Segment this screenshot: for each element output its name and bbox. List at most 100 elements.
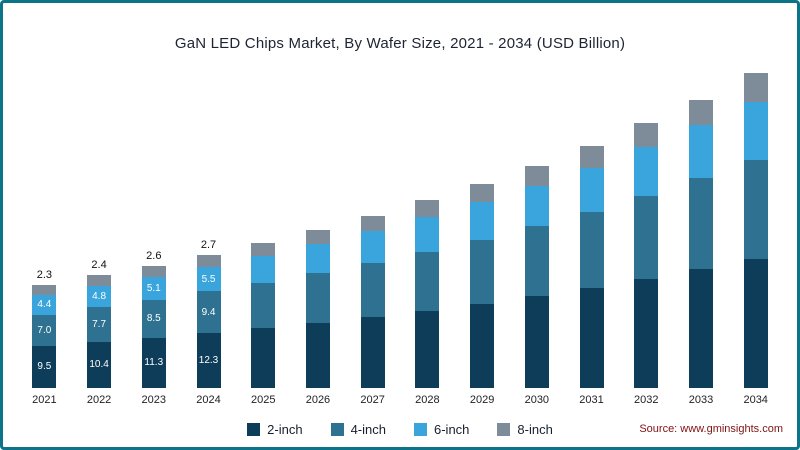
bar-column: 2028	[400, 58, 455, 407]
bar-segment-2-inch	[360, 317, 385, 388]
bar-column: 2033	[674, 58, 729, 407]
x-axis-label: 2034	[743, 394, 768, 406]
bar-segment-4-inch	[251, 283, 276, 329]
bar-segment-4-inch	[305, 273, 330, 324]
bar-segment-4-inch	[470, 239, 495, 304]
x-axis-label: 2022	[86, 394, 112, 406]
stacked-bar	[688, 99, 713, 388]
bar-segment-4-inch	[743, 159, 768, 259]
above-bar-label: 2.6	[146, 249, 162, 262]
bar-column: 2032	[619, 58, 674, 407]
bar-segment-8-inch	[32, 284, 57, 296]
bar-segment-8-inch	[415, 200, 440, 218]
bar-column: 2.3 4.4 7.0 9.5 2021	[17, 58, 72, 407]
bar-segment-2-inch: 11.3	[141, 337, 166, 388]
bar-segment-8-inch	[87, 275, 112, 287]
legend-swatch-6-inch	[414, 423, 427, 436]
bar-segment-6-inch	[743, 101, 768, 160]
bar-column: 2.6 5.1 8.5 11.3 2023	[126, 58, 181, 407]
bar-segment-6-inch: 4.8	[87, 286, 112, 308]
bar-segment-6-inch	[415, 217, 440, 252]
bar-column: 2030	[509, 58, 564, 407]
bar-segment-2-inch	[305, 323, 330, 388]
bar-segment-4-inch: 8.5	[141, 299, 166, 338]
bar-segment-8-inch	[251, 243, 276, 257]
bar-segment-4-inch: 7.0	[32, 314, 57, 346]
bar-segment-6-inch	[470, 202, 495, 240]
bar-segment-2-inch	[634, 278, 659, 388]
bar-segment-2-inch	[579, 288, 604, 388]
stacked-bar	[743, 73, 768, 388]
bar-segment-4-inch: 9.4	[196, 291, 221, 334]
stacked-bar	[251, 243, 276, 388]
bar-segment-8-inch	[470, 183, 495, 203]
stacked-bar	[524, 165, 549, 388]
bar-segment-6-inch	[360, 231, 385, 263]
bar-segment-6-inch	[579, 167, 604, 213]
x-axis-label: 2021	[32, 394, 57, 406]
bar-segment-6-inch	[688, 125, 713, 179]
above-bar-label: 2.7	[200, 238, 217, 251]
x-axis-label: 2030	[524, 394, 550, 406]
bar-column: 2027	[345, 58, 400, 407]
bar-column: 2029	[455, 58, 510, 407]
legend-label: 8-inch	[517, 422, 553, 437]
bar-segment-6-inch	[251, 256, 276, 283]
bar-segment-6-inch: 5.5	[196, 266, 221, 292]
bar-segment-8-inch	[579, 145, 604, 168]
bar-segment-2-inch	[688, 269, 713, 388]
bar-column: 2.7 5.5 9.4 12.3 2024	[181, 58, 236, 407]
legend-swatch-2-inch	[247, 423, 261, 436]
bar-column: 2031	[564, 58, 619, 407]
legend-label: 4-inch	[350, 422, 386, 437]
bar-segment-2-inch	[415, 311, 440, 388]
x-axis-label: 2025	[250, 394, 276, 406]
bar-segment-4-inch	[688, 178, 713, 270]
stacked-bar	[415, 200, 440, 388]
stacked-bar	[470, 183, 495, 388]
bar-segment-8-inch	[305, 230, 330, 245]
above-bar-label: 2.4	[91, 259, 107, 272]
legend: 2-inch 4-inch 6-inch 8-inch	[3, 422, 797, 437]
stacked-bar	[579, 145, 604, 388]
source-text: Source: www.gminsights.com	[639, 423, 783, 435]
bar-segment-8-inch	[524, 165, 549, 186]
bar-column: 2025	[236, 58, 291, 407]
x-axis-label: 2023	[141, 394, 167, 406]
x-axis-label: 2031	[579, 394, 604, 406]
x-axis-label: 2033	[688, 394, 714, 406]
bar-segment-4-inch	[634, 195, 659, 279]
legend-item-6-inch: 6-inch	[414, 422, 469, 437]
bar-column: 2026	[291, 58, 346, 407]
legend-swatch-8-inch	[497, 423, 511, 436]
bar-segment-4-inch	[360, 262, 385, 318]
stacked-bar: 4.8 7.7 10.4	[87, 275, 112, 388]
bar-segment-4-inch	[415, 251, 440, 312]
bar-segment-8-inch	[360, 215, 385, 232]
bar-segment-6-inch	[524, 185, 549, 227]
bar-segment-2-inch: 9.5	[32, 345, 57, 388]
x-axis-label: 2027	[360, 394, 385, 406]
legend-swatch-4-inch	[330, 423, 344, 436]
stacked-bar	[360, 215, 385, 388]
bar-segment-6-inch	[305, 244, 330, 274]
x-axis-label: 2024	[196, 394, 221, 406]
bar-segment-4-inch: 7.7	[87, 307, 112, 342]
x-axis-label: 2028	[415, 394, 440, 406]
bar-segment-6-inch: 4.4	[32, 295, 57, 315]
bar-segment-2-inch	[251, 328, 276, 388]
stacked-bar: 4.4 7.0 9.5	[32, 284, 57, 388]
legend-item-8-inch: 8-inch	[497, 422, 553, 437]
legend-label: 2-inch	[267, 422, 303, 437]
stacked-bar: 5.1 8.5 11.3	[141, 265, 166, 388]
bar-segment-2-inch: 12.3	[196, 333, 221, 388]
bar-segment-2-inch: 10.4	[87, 341, 112, 388]
bar-segment-2-inch	[470, 303, 495, 388]
stacked-bar	[305, 230, 330, 388]
bar-segment-8-inch	[688, 99, 713, 126]
stacked-bar	[634, 123, 659, 388]
bar-segment-8-inch	[196, 254, 221, 267]
x-axis-label: 2029	[469, 394, 495, 406]
bar-segment-8-inch	[743, 73, 768, 102]
